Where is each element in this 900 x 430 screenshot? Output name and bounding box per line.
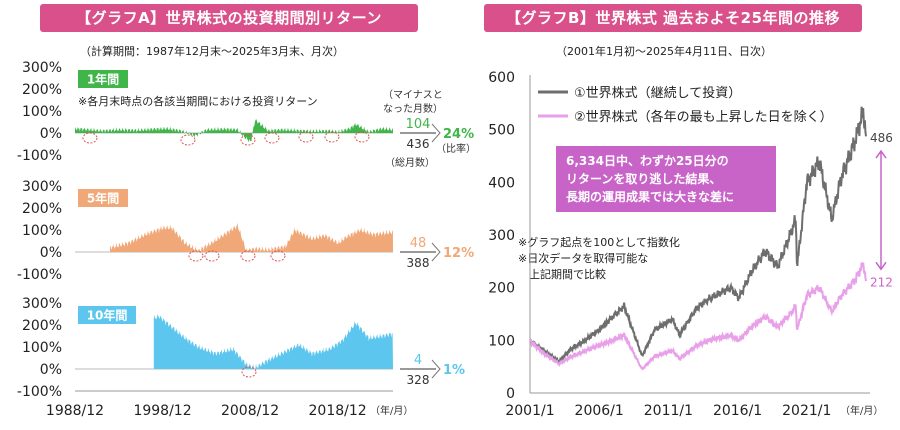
panel-b-note-1: ※グラフ起点を100として指数化 xyxy=(518,235,680,249)
panel-b-y-tick: 300 xyxy=(488,228,515,244)
panel-a-minus-months-0: 104 xyxy=(406,117,431,132)
panel-a-series-label-2: 10年間 xyxy=(87,308,128,323)
panel-a-y-tick: 0% xyxy=(40,126,62,142)
panel-a-y-tick: 0% xyxy=(40,245,62,261)
panel-a-minus-months-2: 4 xyxy=(414,353,422,368)
panel-a-y-tick: 200% xyxy=(22,318,62,334)
panel-a-area-0 xyxy=(75,119,393,143)
callout-line-1: 6,334日中、わずか25日分の xyxy=(566,154,729,168)
panel-a-negative-marker xyxy=(82,132,98,144)
panel-a-negative-marker xyxy=(240,250,256,262)
panel-b-end-label-0: 486 xyxy=(870,131,893,145)
panel-a-total-months-2: 328 xyxy=(407,373,430,387)
panel-b-subtitle: （2001年1月初〜2025年4月11日、日次） xyxy=(556,44,772,58)
panel-a-negative-marker xyxy=(324,131,340,143)
panel-a-x-unit: （年/月） xyxy=(370,404,413,417)
panel-a-arrow-0 xyxy=(431,123,441,143)
panel-b-y-tick: 100 xyxy=(488,333,515,349)
panel-a-negative-marker xyxy=(354,131,370,143)
panel-a-negative-marker xyxy=(264,132,280,144)
panel-b-x-tick: 2021/1 xyxy=(782,403,831,419)
panel-b-gap-arrow-top xyxy=(875,149,887,159)
panel-a-y-tick: 200% xyxy=(22,201,62,217)
panel-b-gap-arrow-bottom xyxy=(875,261,887,271)
panel-b-line-1 xyxy=(529,262,867,371)
panel-a-total-months-1: 388 xyxy=(407,256,430,270)
panel-a-x-tick: 2018/12 xyxy=(309,403,367,419)
panel-a-label-box-2 xyxy=(78,306,136,324)
panel-b-legend-label-1: ②世界株式（各年の最も上昇した日を除く） xyxy=(574,109,833,125)
panel-a-series-label-0: 1年間 xyxy=(87,72,119,87)
panel-a-subtitle: （計算期間：1987年12月末〜2025年3月末、月次） xyxy=(80,44,344,58)
panel-b-x-tick: 2016/1 xyxy=(713,403,762,419)
panel-b-x-unit: （年/月） xyxy=(840,404,883,417)
panel-b-y-tick: 600 xyxy=(488,70,515,86)
panel-b-y-tick: 200 xyxy=(488,281,515,297)
panel-a-series-label-1: 5年間 xyxy=(87,191,119,206)
panel-b-legend-label-0: ①世界株式（継続して投資） xyxy=(574,85,741,101)
callout-line-3: 長期の運用成果では大きな差に xyxy=(566,190,735,204)
panel-a-area-1 xyxy=(110,222,393,254)
callout-line-2: リターンを取り逃した結果、 xyxy=(566,172,722,186)
panel-a-y-tick: 300% xyxy=(22,60,62,76)
panel-b-x-tick: 2001/1 xyxy=(505,403,554,419)
panel-a-ratio-0: 24% xyxy=(443,127,474,142)
panel-a-negative-marker xyxy=(188,250,204,262)
panel-b-chart: 0 100 200 300 400 500 600 2001/1 2006/1 2011/1 201… xyxy=(488,70,893,419)
panel-b-end-label-1: 212 xyxy=(870,275,893,289)
panel-a-y-tick: 300% xyxy=(22,296,62,312)
panel-a-note: ※各月末時点の各該当期間における投資リターン xyxy=(78,94,318,108)
panel-b-x-tick: 2006/1 xyxy=(575,403,624,419)
panel-a-chart: 300% 200% 100% 0% -100% 1年間 104 436 24% 300% 200% 1… xyxy=(17,60,474,419)
minus-label-1: （マイナスと xyxy=(383,89,443,101)
panel-a-y-tick: 100% xyxy=(22,340,62,356)
panel-a-negative-marker xyxy=(180,134,196,146)
panel-a-negative-marker xyxy=(241,366,257,378)
panel-a-minus-months-1: 48 xyxy=(410,236,427,251)
panel-a-y-tick: 100% xyxy=(22,104,62,120)
panel-b-x-tick: 2011/1 xyxy=(644,403,693,419)
panel-a-arrow-1 xyxy=(431,242,441,262)
panel-a-x-tick: 2008/12 xyxy=(221,403,279,419)
minus-label-2: なった月数） xyxy=(383,102,443,115)
panel-a-y-tick: 100% xyxy=(22,223,62,239)
panel-b-y-tick: 0 xyxy=(506,386,515,402)
panel-a-arrow-2 xyxy=(431,359,441,379)
panel-a-negative-marker xyxy=(204,250,220,262)
ratio-label: （比率） xyxy=(436,142,476,155)
panel-a-area-2 xyxy=(153,314,393,370)
panel-a-header: 【グラフA】世界株式の投資期間別リターン xyxy=(40,4,418,32)
panel-a-label-box-1 xyxy=(78,189,128,207)
panel-a-negative-marker xyxy=(240,134,256,146)
panel-a-y-tick: -100% xyxy=(17,148,62,164)
panel-a-negative-marker xyxy=(298,131,314,143)
panel-a-y-tick: 300% xyxy=(22,179,62,195)
panel-b-y-tick: 500 xyxy=(488,123,515,139)
panel-b-header: 【グラフB】世界株式 過去およそ25年間の推移 xyxy=(484,4,862,32)
panel-b-y-tick: 400 xyxy=(488,175,515,191)
panel-a-y-tick: 0% xyxy=(40,362,62,378)
panel-b-note-3: 上記期間で比較 xyxy=(518,267,606,281)
panel-a-negative-marker xyxy=(270,250,286,262)
panel-a-label-box-0 xyxy=(78,70,128,88)
panel-a-y-tick: 200% xyxy=(22,82,62,98)
panel-b-line-0 xyxy=(529,106,867,365)
total-label: （総月数） xyxy=(385,156,435,169)
callout-box: 6,334日中、わずか25日分の リターンを取り逃した結果、 長期の運用成果では… xyxy=(556,146,776,212)
panel-a-ratio-2: 1% xyxy=(443,363,465,378)
panel-a-y-tick: -100% xyxy=(17,267,62,283)
panel-a-y-tick: -100% xyxy=(17,384,62,400)
panel-a-x-tick: 1998/12 xyxy=(133,403,191,419)
panel-a-ratio-1: 12% xyxy=(443,246,474,261)
panel-a-x-tick: 1988/12 xyxy=(46,403,104,419)
panel-b-note-2: ※日次データを取得可能な xyxy=(518,251,648,265)
panel-a-total-months-0: 436 xyxy=(407,137,430,151)
